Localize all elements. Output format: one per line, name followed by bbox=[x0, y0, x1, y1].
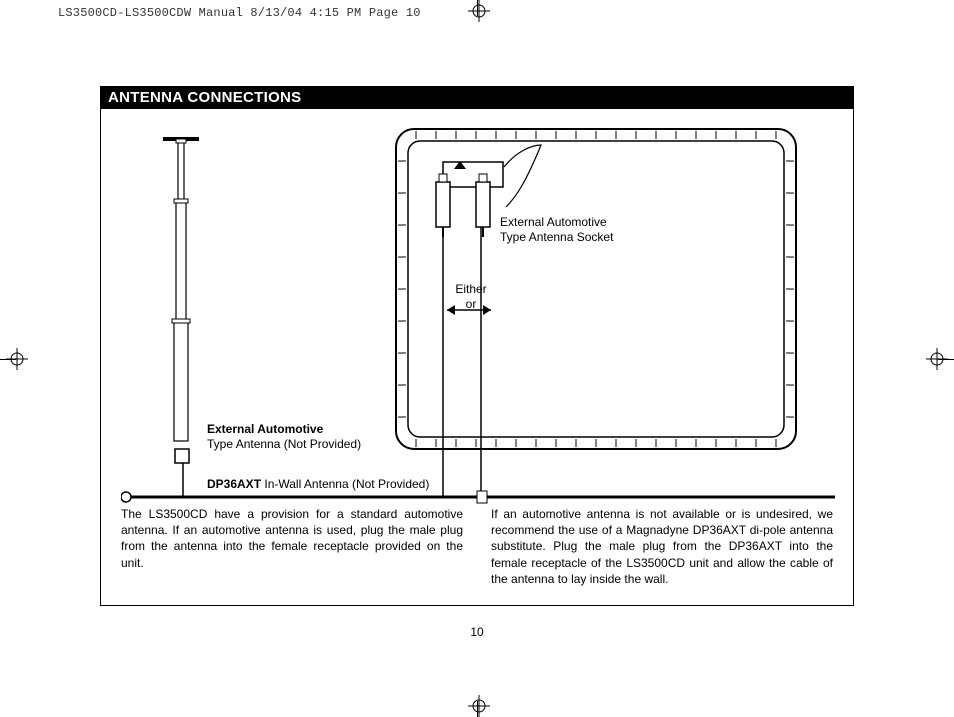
print-slug: LS3500CD-LS3500CDW Manual 8/13/04 4:15 P… bbox=[58, 6, 421, 20]
body-left: The LS3500CD have a provision for a stan… bbox=[121, 506, 463, 587]
registration-mark-icon bbox=[6, 348, 28, 370]
label-dp-rest: In-Wall Antenna (Not Provided) bbox=[261, 477, 429, 491]
body-right: If an automotive antenna is not availabl… bbox=[491, 506, 833, 587]
page-number: 10 bbox=[0, 625, 954, 639]
page: LS3500CD-LS3500CDW Manual 8/13/04 4:15 P… bbox=[0, 0, 954, 717]
label-external-antenna: External Automotive Type Antenna (Not Pr… bbox=[207, 422, 397, 452]
diagram: External Automotive Type Antenna Socket … bbox=[121, 127, 833, 497]
label-dp-bold: DP36AXT bbox=[207, 477, 261, 491]
label-external-antenna-bold: External Automotive bbox=[207, 422, 323, 436]
registration-mark-icon bbox=[468, 695, 490, 717]
label-either-or: Either or bbox=[446, 282, 496, 312]
label-dp-antenna: DP36AXT In-Wall Antenna (Not Provided) bbox=[207, 477, 507, 492]
label-external-antenna-rest: Type Antenna (Not Provided) bbox=[207, 437, 361, 451]
body-columns: The LS3500CD have a provision for a stan… bbox=[121, 506, 833, 587]
content-area: ANTENNA CONNECTIONS External Automotive … bbox=[100, 86, 854, 606]
section-title: ANTENNA CONNECTIONS bbox=[100, 86, 854, 109]
registration-mark-icon bbox=[926, 348, 948, 370]
registration-mark-icon bbox=[468, 0, 490, 22]
label-socket: External Automotive Type Antenna Socket bbox=[500, 215, 650, 245]
section-frame: External Automotive Type Antenna Socket … bbox=[100, 109, 854, 606]
